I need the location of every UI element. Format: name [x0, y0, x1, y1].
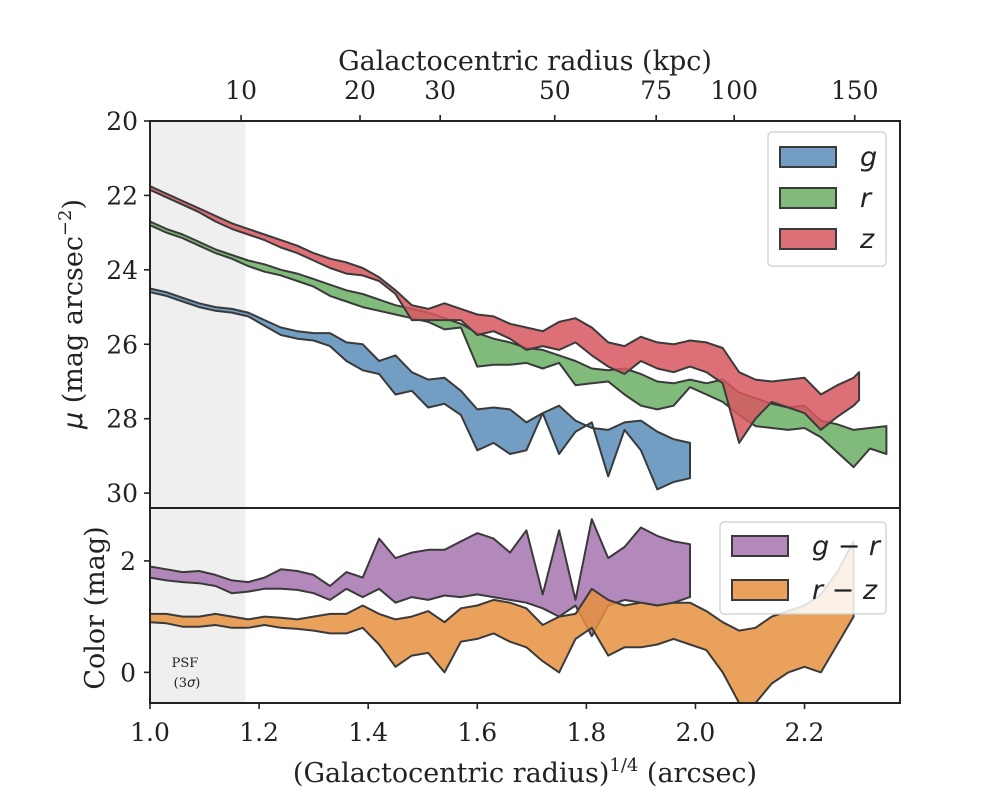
bottom-x-tick-label: 1.8 — [566, 718, 606, 747]
top-band-r — [149, 220, 888, 469]
bottom-band-g-r — [149, 518, 691, 638]
bottom-x-label: (Galactocentric radius)1/4 (arcsec) — [293, 755, 757, 789]
bottom-y-tick-label: 2 — [120, 547, 136, 576]
bottom-panel-series — [149, 518, 855, 704]
bottom-panel-y-label: Color (mag) — [80, 526, 111, 689]
bottom-legend-label-g-r: g − r — [812, 531, 882, 562]
top-x-tick-label: 50 — [539, 76, 571, 105]
top-y-tick-label: 22 — [106, 181, 138, 210]
top-x-tick-label: 30 — [424, 76, 456, 105]
top-legend-swatch-r — [779, 187, 837, 209]
bottom-panel-x-ticks: 1.0 1.2 1.4 1.6 1.8 2.0 2.2 — [130, 703, 824, 747]
top-x-tick-label: 75 — [640, 76, 672, 105]
x-label-exponent: 1/4 — [609, 755, 638, 776]
bottom-panel-psf-shade — [150, 508, 246, 703]
bottom-x-tick-label: 1.6 — [457, 718, 497, 747]
top-legend-label-z: z — [859, 224, 875, 255]
x-label-text: (Galactocentric radius) — [293, 758, 609, 789]
bottom-x-tick-label: 1.2 — [239, 718, 279, 747]
x-label-unit: (arcsec) — [638, 758, 757, 789]
top-panel-series — [149, 185, 888, 491]
top-x-tick-label: 20 — [344, 76, 376, 105]
top-y-tick-label: 28 — [106, 405, 138, 434]
top-panel: 20 22 24 26 28 30 10 20 30 50 75 100 150 Galactocen… — [55, 46, 901, 509]
top-y-tick-label: 24 — [106, 256, 138, 285]
bottom-band-r-z — [149, 540, 855, 704]
top-y-tick-label: 26 — [106, 330, 138, 359]
bottom-x-tick-label: 2.0 — [676, 718, 716, 747]
y-label-text: (mag arcsec — [58, 236, 89, 412]
mu-symbol: μ — [58, 412, 89, 430]
bottom-y-tick-label: 0 — [120, 658, 136, 687]
y-label-exponent: −2 — [55, 210, 76, 237]
top-legend-label-g: g — [860, 142, 877, 173]
top-panel-psf-shade — [150, 121, 246, 508]
top-legend-swatch-g — [779, 146, 837, 168]
top-legend: grz — [767, 131, 887, 267]
bottom-panel: 02 1.0 1.2 1.4 1.6 1.8 2.0 2.2 Color (mag) (Ga… — [80, 507, 901, 789]
top-axis-label: Galactocentric radius (kpc) — [338, 46, 712, 77]
top-y-tick-label: 20 — [106, 107, 138, 136]
top-band-g — [149, 287, 691, 491]
bottom-legend: g − r r − z — [719, 521, 887, 615]
bottom-legend-swatch-r-z — [731, 579, 789, 601]
top-legend-label-r: r — [860, 183, 873, 214]
top-x-tick-label: 10 — [225, 76, 257, 105]
top-panel-top-x-ticks: 10 20 30 50 75 100 150 — [225, 76, 879, 121]
top-x-tick-label: 100 — [710, 76, 758, 105]
bottom-panel-y-ticks: 02 — [120, 547, 150, 687]
psf-annotation: PSF (3σ) — [172, 656, 203, 691]
bottom-x-tick-label: 1.0 — [130, 718, 170, 747]
bottom-legend-swatch-g-r — [731, 535, 789, 557]
top-legend-swatch-z — [779, 228, 837, 250]
y-label-close: ) — [58, 199, 89, 210]
top-x-tick-label: 150 — [831, 76, 879, 105]
bottom-legend-label-r-z: r − z — [812, 575, 878, 606]
top-band-z — [149, 185, 861, 444]
bottom-panel-frame — [149, 507, 901, 704]
top-panel-y-ticks: 20 22 24 26 28 30 — [106, 107, 150, 508]
bottom-x-tick-label: 2.2 — [785, 718, 825, 747]
top-panel-y-label: μ (mag arcsec−2) — [55, 199, 89, 430]
psf-annotation-line2: (3σ) — [174, 676, 201, 691]
bottom-x-tick-label: 1.4 — [348, 718, 388, 747]
psf-annotation-line1: PSF — [172, 656, 199, 671]
top-y-tick-label: 30 — [106, 479, 138, 508]
